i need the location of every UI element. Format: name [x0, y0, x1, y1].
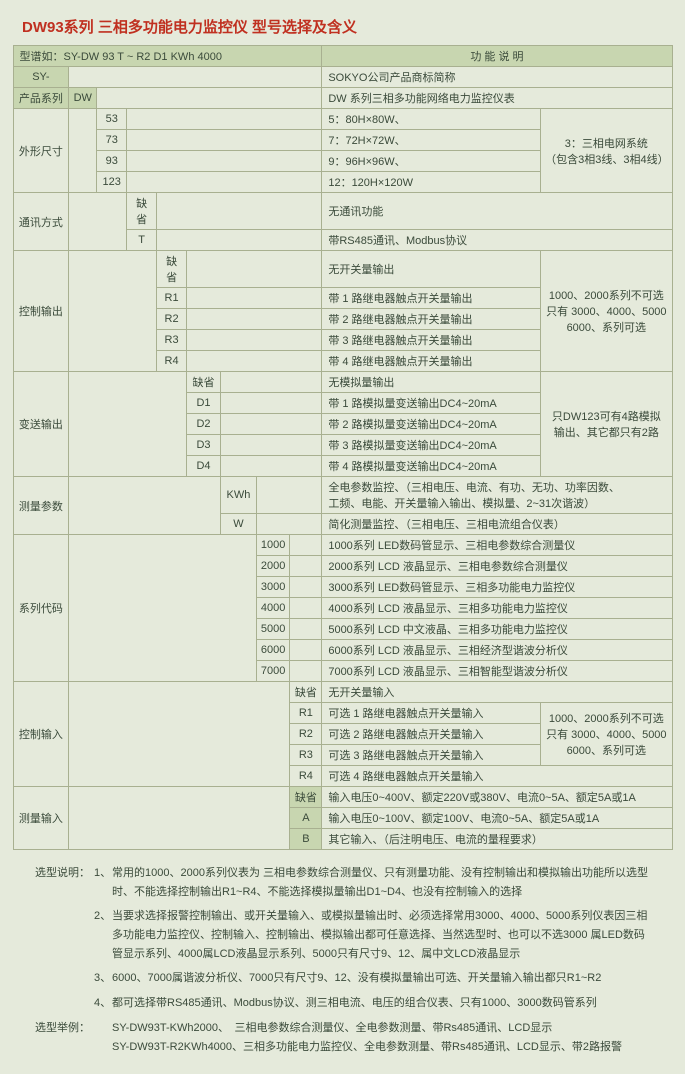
- dim-side: 3：三相电网系统 （包含3相3线、3相4线）: [541, 109, 672, 193]
- func-desc-header: 功 能 说 明: [322, 46, 672, 67]
- ctrlout-side: 1000、2000系列不可选 只有 3000、4000、5000 6000、系列…: [541, 251, 672, 372]
- series-desc-6: 7000系列 LCD 液晶显示、三相智能型谐波分析仪: [322, 661, 672, 682]
- note-1: 常用的1000、2000系列仪表为 三相电参数综合测量仪、只有测量功能、没有控制…: [112, 864, 655, 901]
- product-series-desc: DW 系列三相多功能网络电力监控仪表: [322, 88, 672, 109]
- measparam-desc-0: 全电参数监控、（三相电压、电流、有功、无功、功率因数、 工频、电能、开关量输入输…: [322, 477, 672, 514]
- ctrlout-desc-0: 无开关量输出: [322, 251, 541, 288]
- ctrlin-code-1: R1: [290, 703, 322, 724]
- measin-code-2: B: [290, 829, 322, 850]
- dim-code-3: 123: [97, 172, 127, 193]
- series-code-3: 4000: [256, 598, 289, 619]
- transout-label: 变送输出: [13, 372, 69, 477]
- sel-label: 选型说明：: [30, 864, 94, 901]
- dim-desc-0: 5：80H×80W、: [322, 109, 541, 130]
- ctrlin-desc-4: 可选 4 路继电器触点开关量输入: [322, 766, 672, 787]
- prefix-desc: SOKYO公司产品商标简称: [322, 67, 672, 88]
- dim-code-0: 53: [97, 109, 127, 130]
- transout-code-1: D1: [187, 393, 221, 414]
- ctrlout-code-0: 缺省: [157, 251, 187, 288]
- note-3: 6000、7000属谐波分析仪、7000只有尺寸9、12、没有模拟量输出可选、开…: [112, 969, 655, 988]
- series-code-5: 6000: [256, 640, 289, 661]
- transout-desc-4: 带 4 路模拟量变送输出DC4~20mA: [322, 456, 541, 477]
- ex-text: SY-DW93T-KWh2000、 三相电参数综合测量仪、全电参数测量、带Rs4…: [112, 1019, 655, 1056]
- ctrlin-code-0: 缺省: [290, 682, 322, 703]
- model-pattern: 型谱如：SY-DW 93 T ~ R2 D1 KWh 4000: [13, 46, 322, 67]
- ctrlout-label: 控制输出: [13, 251, 69, 372]
- ctrlin-desc-2: 可选 2 路继电器触点开关量输入: [322, 724, 541, 745]
- transout-desc-0: 无模拟量输出: [322, 372, 541, 393]
- note-4: 都可选择带RS485通讯、Modbus协议、测三相电流、电压的组合仪表、只有10…: [112, 994, 655, 1013]
- comm-label: 通讯方式: [13, 193, 69, 251]
- dim-label: 外形尺寸: [13, 109, 69, 193]
- series-desc-2: 3000系列 LED数码管显示、三相多功能电力监控仪: [322, 577, 672, 598]
- note-2: 当要求选择报警控制输出、或开关量输入、或模拟量输出时、必须选择常用3000、40…: [112, 907, 655, 963]
- transout-desc-3: 带 3 路模拟量变送输出DC4~20mA: [322, 435, 541, 456]
- ctrlin-desc-1: 可选 1 路继电器触点开关量输入: [322, 703, 541, 724]
- comm-desc-1: 带RS485通讯、Modbus协议: [322, 230, 672, 251]
- ctrlin-code-2: R2: [290, 724, 322, 745]
- ctrlin-desc-3: 可选 3 路继电器触点开关量输入: [322, 745, 541, 766]
- ctrlout-desc-2: 带 2 路继电器触点开关量输出: [322, 309, 541, 330]
- note-num-1: 1、: [94, 864, 112, 901]
- note-num-2: 2、: [94, 907, 112, 963]
- note-num-3: 3、: [94, 969, 112, 988]
- dim-desc-3: 12：120H×120W: [322, 172, 541, 193]
- transout-code-2: D2: [187, 414, 221, 435]
- dim-code-1: 73: [97, 130, 127, 151]
- transout-code-3: D3: [187, 435, 221, 456]
- dim-desc-1: 7：72H×72W、: [322, 130, 541, 151]
- ctrlin-code-3: R3: [290, 745, 322, 766]
- measin-code-0: 缺省: [290, 787, 322, 808]
- ex-label: 选型举例：: [30, 1019, 94, 1056]
- measin-desc-0: 输入电压0~400V、额定220V或380V、电流0~5A、额定5A或1A: [322, 787, 672, 808]
- prefix-label: SY-: [13, 67, 69, 88]
- measin-code-1: A: [290, 808, 322, 829]
- series-desc-1: 2000系列 LCD 液晶显示、三相电参数综合测量仪: [322, 556, 672, 577]
- transout-side: 只DW123可有4路模拟 输出、其它都只有2路: [541, 372, 672, 477]
- measin-desc-1: 输入电压0~100V、额定100V、电流0~5A、额定5A或1A: [322, 808, 672, 829]
- transout-desc-2: 带 2 路模拟量变送输出DC4~20mA: [322, 414, 541, 435]
- measparam-desc-1: 简化测量监控、（三相电压、三相电流组合仪表）: [322, 514, 672, 535]
- spec-table: 型谱如：SY-DW 93 T ~ R2 D1 KWh 4000 功 能 说 明 …: [13, 45, 673, 850]
- series-desc-0: 1000系列 LED数码管显示、三相电参数综合测量仪: [322, 535, 672, 556]
- notes-section: 选型说明：1、常用的1000、2000系列仪表为 三相电参数综合测量仪、只有测量…: [30, 864, 655, 1056]
- measparam-code-1: W: [220, 514, 256, 535]
- series-code-2: 3000: [256, 577, 289, 598]
- ctrlout-code-3: R3: [157, 330, 187, 351]
- product-series-label: 产品系列: [13, 88, 69, 109]
- measin-desc-2: 其它输入、（后注明电压、电流的量程要求）: [322, 829, 672, 850]
- measin-label: 测量输入: [13, 787, 69, 850]
- series-code-4: 5000: [256, 619, 289, 640]
- ctrlout-code-2: R2: [157, 309, 187, 330]
- ctrlin-desc-0: 无开关量输入: [322, 682, 672, 703]
- ctrlout-code-4: R4: [157, 351, 187, 372]
- measparam-code-0: KWh: [220, 477, 256, 514]
- series-label: 系列代码: [13, 535, 69, 682]
- transout-desc-1: 带 1 路模拟量变送输出DC4~20mA: [322, 393, 541, 414]
- ctrlout-desc-1: 带 1 路继电器触点开关量输出: [322, 288, 541, 309]
- comm-code-1: T: [127, 230, 157, 251]
- series-desc-5: 6000系列 LCD 液晶显示、三相经济型谐波分析仪: [322, 640, 672, 661]
- ctrlout-code-1: R1: [157, 288, 187, 309]
- series-desc-4: 5000系列 LCD 中文液晶、三相多功能电力监控仪: [322, 619, 672, 640]
- dim-code-2: 93: [97, 151, 127, 172]
- ctrlout-desc-4: 带 4 路继电器触点开关量输出: [322, 351, 541, 372]
- series-code-1: 2000: [256, 556, 289, 577]
- ctrlin-code-4: R4: [290, 766, 322, 787]
- series-desc-3: 4000系列 LCD 液晶显示、三相多功能电力监控仪: [322, 598, 672, 619]
- transout-code-4: D4: [187, 456, 221, 477]
- ctrlin-label: 控制输入: [13, 682, 69, 787]
- product-series-code: DW: [69, 88, 97, 109]
- transout-code-0: 缺省: [187, 372, 221, 393]
- comm-desc-0: 无通讯功能: [322, 193, 672, 230]
- series-code-0: 1000: [256, 535, 289, 556]
- dim-desc-2: 9：96H×96W、: [322, 151, 541, 172]
- comm-code-0: 缺省: [127, 193, 157, 230]
- series-code-6: 7000: [256, 661, 289, 682]
- measparam-label: 测量参数: [13, 477, 69, 535]
- page-title: DW93系列 三相多功能电力监控仪 型号选择及含义: [22, 16, 673, 37]
- ctrlin-side: 1000、2000系列不可选 只有 3000、4000、5000 6000、系列…: [541, 703, 672, 766]
- ctrlout-desc-3: 带 3 路继电器触点开关量输出: [322, 330, 541, 351]
- note-num-4: 4、: [94, 994, 112, 1013]
